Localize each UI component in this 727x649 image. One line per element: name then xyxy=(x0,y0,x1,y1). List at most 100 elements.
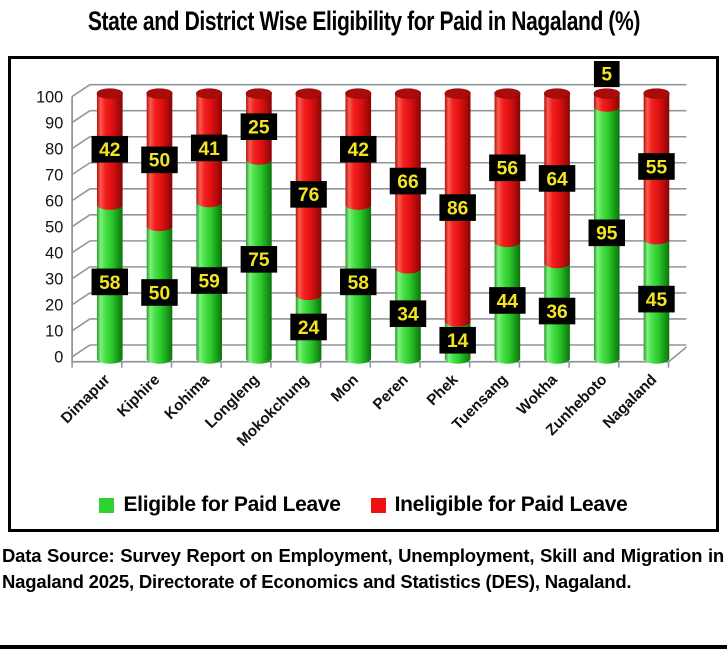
bar-phek xyxy=(444,88,471,364)
y-axis-tick-label: 30 xyxy=(45,271,63,289)
gridline-connector xyxy=(71,136,91,150)
gridline-connector xyxy=(71,162,91,176)
data-label: 50 xyxy=(141,146,178,174)
data-label-box xyxy=(240,246,278,273)
bar-nagaland xyxy=(643,88,670,364)
bar-top-cap xyxy=(295,88,322,99)
data-label-value: 36 xyxy=(546,302,567,323)
bar-kiphire xyxy=(146,88,173,364)
x-axis-category-label: Phek xyxy=(424,371,462,409)
legend-swatch-eligible-icon xyxy=(99,497,115,513)
data-label: 64 xyxy=(538,165,576,192)
legend-label-ineligible: Ineligible for Paid Leave xyxy=(394,493,628,516)
data-label: 95 xyxy=(588,219,626,247)
gridline-connector xyxy=(71,188,91,202)
bar-top-cap xyxy=(96,88,123,99)
floor-right-edge xyxy=(668,346,687,363)
data-label-value: 66 xyxy=(397,172,418,193)
bottom-divider xyxy=(0,645,727,649)
data-label: 34 xyxy=(389,300,427,328)
data-label: 56 xyxy=(489,154,526,182)
data-label-box xyxy=(389,167,427,195)
data-label: 59 xyxy=(190,267,228,294)
data-label-value: 50 xyxy=(149,151,170,172)
data-label-box xyxy=(439,194,476,221)
chart-title-text: State and District Wise Eligibility for … xyxy=(87,6,640,36)
data-label: 50 xyxy=(141,279,178,306)
data-label-box xyxy=(638,285,675,313)
data-label-box xyxy=(91,135,129,163)
y-axis-tick-label: 60 xyxy=(45,193,63,211)
data-label-value: 14 xyxy=(447,331,469,352)
data-label-value: 44 xyxy=(497,291,519,312)
chart-legend: Eligible for Paid Leave Ineligible for P… xyxy=(11,491,716,521)
data-label: 42 xyxy=(340,135,377,163)
legend-label-eligible: Eligible for Paid Leave xyxy=(123,493,341,516)
y-axis-tick-label: 20 xyxy=(45,297,63,315)
data-label-value: 95 xyxy=(596,224,618,245)
bar-top-cap xyxy=(543,88,571,99)
bar-top-cap xyxy=(245,88,272,99)
bar-tuensang xyxy=(494,88,521,364)
bar-top-cap xyxy=(345,88,372,99)
data-label-value: 56 xyxy=(497,159,518,180)
data-label-box xyxy=(593,60,620,88)
data-label: 42 xyxy=(91,135,129,163)
bar-top-cap xyxy=(444,88,471,99)
y-axis-tick-label: 70 xyxy=(45,167,63,185)
data-label: 86 xyxy=(439,194,476,221)
y-axis-tick-label: 10 xyxy=(45,323,63,341)
gridline-connector xyxy=(71,344,91,358)
data-label-box xyxy=(538,297,576,325)
data-label-value: 41 xyxy=(198,139,220,160)
data-label-box xyxy=(290,181,327,208)
y-axis-tick-label: 40 xyxy=(45,245,63,263)
data-label-box xyxy=(290,313,327,341)
data-label-box xyxy=(489,287,526,314)
legend-swatch-ineligible-icon xyxy=(370,497,386,513)
bar-top-cap xyxy=(394,88,422,99)
bar-kohima xyxy=(196,88,223,364)
data-label-box xyxy=(190,134,228,162)
data-source-note: Data Source: Survey Report on Employment… xyxy=(2,545,724,592)
data-label-box xyxy=(638,153,675,180)
data-label-value: 42 xyxy=(348,140,369,161)
gridline-connector xyxy=(71,110,91,124)
data-label-box xyxy=(91,268,129,296)
data-label-value: 86 xyxy=(447,199,468,220)
data-label-box xyxy=(489,154,526,182)
data-label-box xyxy=(588,219,626,247)
chart-panel: 0 10 20 30 40 50 60 70 80 90 100 Dimapur Kiphire Kohi… xyxy=(8,56,719,532)
x-axis-category-label: Nagaland xyxy=(600,371,661,432)
data-label: 44 xyxy=(489,287,526,314)
data-label-value: 25 xyxy=(248,118,270,139)
y-axis-tick-label: 90 xyxy=(45,114,63,132)
bar-top-cap xyxy=(146,88,173,99)
data-label: 75 xyxy=(240,246,278,273)
data-label: 58 xyxy=(340,268,377,296)
data-label: 66 xyxy=(389,167,427,195)
x-axis-category-label: Dimapur xyxy=(58,371,114,427)
data-label: 25 xyxy=(240,113,278,141)
gridline-connector xyxy=(71,318,91,332)
data-label-value: 58 xyxy=(348,273,370,294)
chart-plot-area: 0 10 20 30 40 50 60 70 80 90 100 Dimapur Kiphire Kohi… xyxy=(11,60,716,491)
data-label-value: 75 xyxy=(248,250,270,271)
x-axis-category-label: Peren xyxy=(370,371,412,413)
gridline-connector xyxy=(71,292,91,306)
y-axis-tick-label: 0 xyxy=(54,349,63,367)
gridline-connector xyxy=(71,240,91,254)
bar-dimapur xyxy=(96,88,123,364)
data-label-box xyxy=(141,146,178,174)
data-label: 58 xyxy=(91,268,129,296)
data-label-box xyxy=(190,267,228,294)
legend-item-ineligible: Ineligible for Paid Leave xyxy=(370,493,628,517)
data-label-box xyxy=(340,135,377,163)
data-label: 5 xyxy=(593,60,620,88)
gridline-connector xyxy=(71,84,91,98)
bar-top-cap xyxy=(643,88,670,99)
bar-top-cap xyxy=(494,88,521,99)
data-label: 45 xyxy=(638,285,675,313)
data-label: 14 xyxy=(439,326,476,354)
